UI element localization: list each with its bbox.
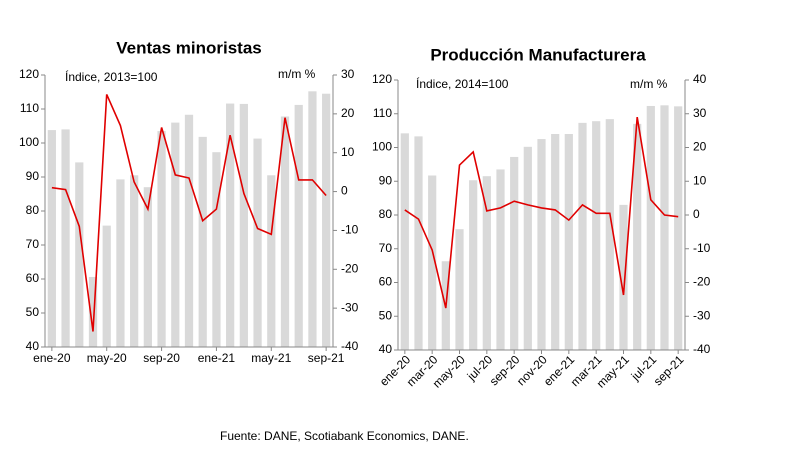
y-tick-label: 70 — [26, 237, 40, 251]
y2-tick-label: 10 — [693, 173, 707, 187]
y-tick-label: 100 — [372, 140, 392, 154]
y2-tick-label: -20 — [341, 261, 359, 275]
y-tick-label: 120 — [372, 72, 392, 86]
bar — [88, 276, 98, 347]
bar — [510, 156, 519, 350]
y2-tick-label: 30 — [341, 67, 355, 81]
bar — [674, 106, 683, 350]
bar — [143, 187, 152, 347]
y2-tick-label: 20 — [341, 106, 355, 120]
annotation: Índice, 2013=100 — [65, 69, 158, 84]
y-tick-label: 50 — [379, 308, 393, 322]
line — [404, 116, 679, 309]
bar — [47, 130, 56, 347]
y2-tick-label: -40 — [341, 339, 359, 353]
y2-tick-label: 0 — [341, 184, 348, 198]
chart-title: Ventas minoristas — [116, 38, 262, 57]
y2-tick-label: -30 — [341, 300, 359, 314]
y-tick-label: 50 — [26, 305, 40, 319]
y-tick-label: 120 — [19, 67, 39, 81]
bar — [226, 103, 235, 347]
bar — [400, 133, 409, 350]
bar — [102, 225, 111, 347]
bar — [455, 229, 464, 350]
bar — [523, 146, 532, 350]
y-tick-label: 60 — [379, 275, 393, 289]
bar — [267, 175, 276, 347]
bar — [633, 123, 642, 350]
y-tick-label: 70 — [379, 241, 393, 255]
y-tick-label: 90 — [26, 169, 40, 183]
y2-tick-label: -40 — [693, 342, 711, 356]
y2-tick-label: 10 — [341, 145, 355, 159]
bar — [239, 103, 248, 348]
y2-tick-label: 20 — [693, 140, 707, 154]
x-tick-label: sep-21 — [651, 352, 687, 388]
bar — [578, 122, 587, 350]
bar — [171, 122, 180, 347]
bar — [75, 162, 84, 347]
y2-tick-label: -10 — [693, 241, 711, 255]
y2-tick-label: -30 — [693, 308, 711, 322]
bar — [253, 138, 262, 347]
annotation: m/m % — [630, 77, 668, 91]
y2-tick-label: -20 — [693, 275, 711, 289]
bar — [130, 175, 139, 347]
y-tick-label: 40 — [26, 339, 40, 353]
bar — [322, 93, 331, 347]
x-tick-label: ene-20 — [33, 351, 71, 365]
y-tick-label: 60 — [26, 271, 40, 285]
annotation: Índice, 2014=100 — [416, 76, 509, 91]
bar — [280, 116, 290, 347]
bar — [605, 119, 614, 351]
bar — [198, 136, 207, 347]
bar — [212, 152, 221, 347]
footer: Fuente: DANE, Scotiabank Economics, DANE… — [220, 429, 469, 443]
x-tick-label: ene-21 — [198, 351, 236, 365]
bar — [184, 114, 194, 347]
bar — [61, 129, 70, 347]
bar — [496, 169, 505, 350]
bar — [116, 179, 125, 347]
bar — [469, 180, 478, 350]
x-tick-label: may-20 — [87, 351, 127, 365]
bar — [660, 105, 669, 350]
x-tick-label: sep-20 — [143, 351, 180, 365]
y2-tick-label: -10 — [341, 223, 359, 237]
bar — [482, 176, 491, 350]
bar — [646, 105, 655, 350]
bar — [294, 104, 303, 347]
bar — [551, 134, 560, 350]
bar — [619, 204, 628, 350]
y-tick-label: 80 — [26, 203, 40, 217]
bar — [157, 131, 166, 347]
bar — [428, 175, 437, 350]
x-tick-label: may-21 — [251, 351, 291, 365]
y2-tick-label: 30 — [693, 106, 707, 120]
bar — [414, 136, 423, 350]
x-tick-label: sep-21 — [308, 351, 345, 365]
y-tick-label: 110 — [20, 101, 39, 115]
annotation: m/m % — [278, 67, 316, 81]
y2-tick-label: 40 — [693, 72, 707, 86]
y2-tick-label: 0 — [693, 207, 700, 221]
line — [51, 94, 327, 332]
chart-title: Producción Manufacturera — [430, 45, 646, 64]
y-tick-label: 100 — [19, 135, 39, 149]
y-tick-label: 40 — [379, 342, 393, 356]
y-tick-label: 110 — [373, 106, 392, 120]
bar — [308, 91, 317, 347]
y-tick-label: 80 — [379, 207, 393, 221]
y-tick-label: 90 — [379, 173, 393, 187]
bar — [564, 134, 573, 350]
bar — [537, 139, 546, 350]
bar — [592, 121, 601, 350]
